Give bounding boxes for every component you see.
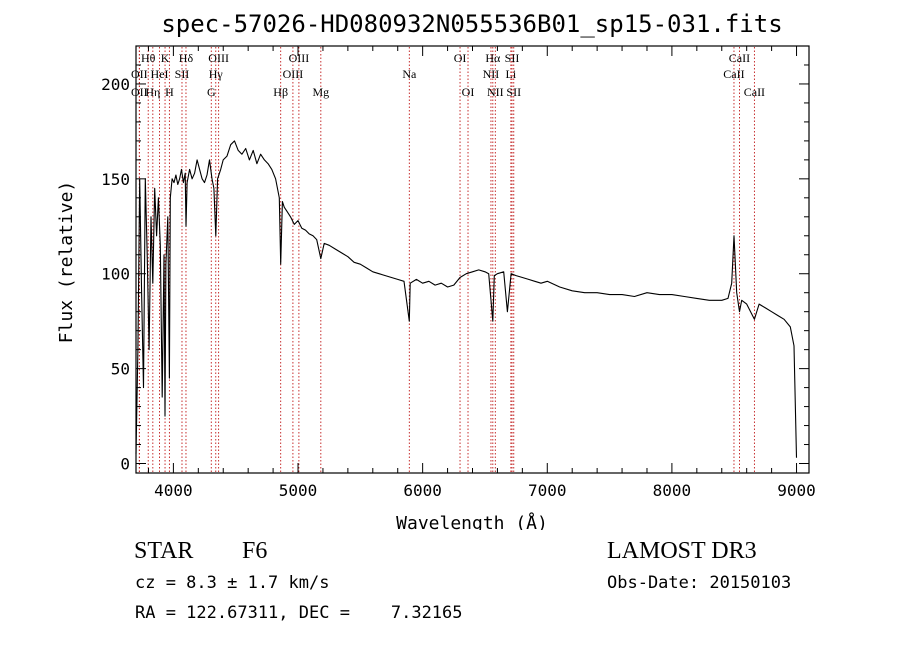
redshift-readout: cz = 8.3 ± 1.7 km/s: [135, 573, 330, 593]
spectral-line-label: G: [207, 85, 216, 99]
spectral-line-label: Na: [402, 67, 417, 81]
spectral-line-label: CaII: [744, 85, 765, 99]
spectral-line-label: SII: [506, 85, 521, 99]
spectral-line-markers: [138, 47, 755, 472]
spectral-line-label: Hγ: [209, 67, 224, 81]
object-class: STAR: [134, 538, 194, 564]
x-tick-label: 4000: [154, 481, 193, 500]
x-tick-label: 9000: [777, 481, 816, 500]
object-subclass: F6: [242, 538, 268, 564]
spectral-line-label: NII: [483, 67, 500, 81]
spectral-line-label: Li: [506, 67, 517, 81]
y-tick-label: 0: [120, 455, 130, 474]
spectral-line-label: OII: [131, 85, 148, 99]
x-axis-label: Wavelength (Å): [396, 512, 548, 530]
y-tick-label: 150: [101, 170, 130, 189]
spectral-line-label: OIII: [208, 51, 229, 65]
spectral-line-label: SII: [175, 67, 190, 81]
y-tick-label: 50: [111, 360, 130, 379]
spectral-line-label: K: [161, 51, 170, 65]
plot-frame: [135, 45, 810, 474]
spectral-line-label: Hβ: [273, 85, 288, 99]
spectral-line-labels: Hθ K Hδ OIII OIII OI Hα SII CaII OII HeI SII Hγ OIII N…: [131, 51, 765, 99]
spectral-line-label: H: [165, 85, 174, 99]
x-tick-label: 5000: [279, 481, 318, 500]
y-tick-label: 100: [101, 265, 130, 284]
survey-name: LAMOST DR3: [607, 538, 757, 564]
spectral-line-label: Hη: [145, 85, 160, 99]
spectral-line-label: OIII: [289, 51, 310, 65]
x-axis-ticks: 4000 5000 6000 7000 8000 9000: [147, 46, 816, 500]
spectral-line-label: Hθ: [141, 51, 156, 65]
spectrum-series-line: [135, 140, 798, 458]
spectral-line-label: Mg: [312, 85, 329, 99]
spectral-line-label: CaII: [729, 51, 750, 65]
chart-title: spec-57026-HD080932N055536B01_sp15-031.f…: [161, 10, 782, 38]
obs-date-readout: Obs-Date: 20150103: [607, 573, 792, 593]
y-tick-label: 200: [101, 75, 130, 94]
spectral-line-label: OIII: [283, 67, 304, 81]
spectral-line-label: NII: [487, 85, 504, 99]
y-axis-ticks: 0 50 100 150 200: [101, 64, 809, 474]
spectral-line-label: OI: [462, 85, 475, 99]
x-tick-label: 7000: [528, 481, 567, 500]
spectral-line-label: Hδ: [179, 51, 194, 65]
spectral-line-label: HeI: [151, 67, 169, 81]
spectral-line-label: OI: [454, 51, 467, 65]
spectral-line-label: CaII: [723, 67, 744, 81]
y-axis-label: Flux (relative): [56, 181, 77, 344]
spectral-line-label: SII: [505, 51, 520, 65]
coordinates-readout: RA = 122.67311, DEC = 7.32165: [135, 603, 463, 623]
x-tick-label: 6000: [403, 481, 442, 500]
x-tick-label: 8000: [653, 481, 692, 500]
spectrum-chart: spec-57026-HD080932N055536B01_sp15-031.f…: [56, 10, 816, 530]
spectral-line-label: OII: [131, 67, 148, 81]
spectral-line-label: Hα: [485, 51, 501, 65]
